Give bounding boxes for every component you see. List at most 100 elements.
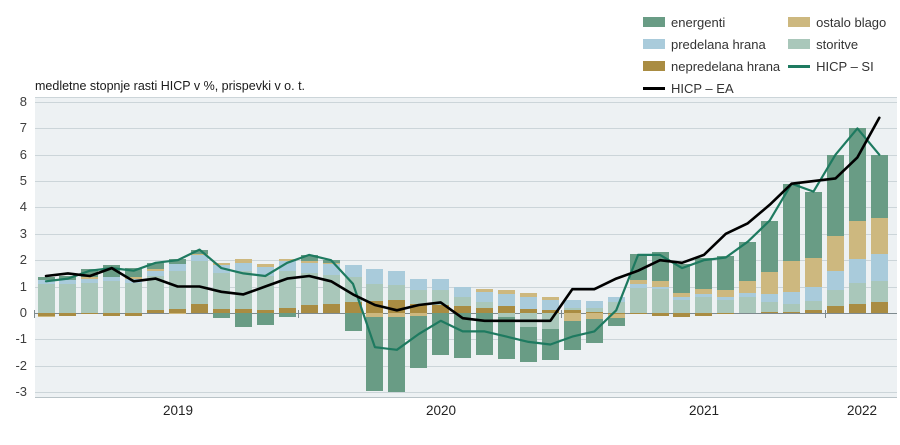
bar-segment-ostalo-blago xyxy=(586,312,603,320)
bar-segment-ostalo-blago xyxy=(695,289,712,295)
bar-segment-storitve xyxy=(432,290,449,305)
bar-segment-energenti xyxy=(520,327,537,362)
chart-legend: energenti predelana hrana nepredelana hran… xyxy=(643,11,886,99)
bar-segment-ostalo-blago xyxy=(169,312,186,315)
bar-segment-ostalo-blago xyxy=(783,261,800,292)
bar-segment-storitve xyxy=(235,270,252,309)
bar-segment-nepredelana-hrana xyxy=(542,310,559,313)
bar-segment-energenti xyxy=(673,264,690,294)
bar-segment-energenti xyxy=(103,265,120,278)
bar-segment-storitve xyxy=(783,303,800,312)
bar-segment-predelana-hrana xyxy=(257,266,274,276)
bar-segment-energenti xyxy=(871,154,888,218)
bar-segment-energenti xyxy=(279,312,296,317)
bar-segment-nepredelana-hrana xyxy=(125,312,142,316)
bar-segment-storitve xyxy=(366,283,383,302)
legend-item-hicp-ea: HICP – EA xyxy=(643,77,780,99)
bar-segment-storitve xyxy=(454,297,471,307)
gridline xyxy=(35,234,897,235)
gridline xyxy=(35,260,897,261)
bar-segment-storitve xyxy=(59,283,76,313)
bar-segment-ostalo-blago xyxy=(805,257,822,287)
bar-segment-ostalo-blago xyxy=(871,217,888,254)
bar-segment-storitve xyxy=(586,307,603,312)
bar-segment-energenti xyxy=(147,262,164,270)
axis-tick xyxy=(298,310,299,318)
gridline xyxy=(35,392,897,393)
bar-segment-energenti xyxy=(410,315,427,369)
bar-segment-energenti xyxy=(761,220,778,273)
legend-line-swatch xyxy=(788,64,811,68)
legend-label: HICP – SI xyxy=(816,58,874,74)
bar-segment-storitve xyxy=(739,297,756,313)
bar-segment-nepredelana-hrana xyxy=(257,310,274,313)
bar-segment-storitve xyxy=(564,307,581,311)
bar-segment-ostalo-blago xyxy=(81,277,98,279)
bar-segment-energenti xyxy=(345,312,362,332)
bar-segment-nepredelana-hrana xyxy=(432,304,449,313)
bar-segment-predelana-hrana xyxy=(454,286,471,298)
bar-segment-nepredelana-hrana xyxy=(783,311,800,313)
bar-segment-energenti xyxy=(454,312,471,358)
bar-segment-predelana-hrana xyxy=(542,299,559,311)
bar-segment-storitve xyxy=(476,302,493,308)
bar-segment-nepredelana-hrana xyxy=(323,303,340,313)
bar-segment-predelana-hrana xyxy=(213,265,230,274)
bar-segment-nepredelana-hrana xyxy=(366,301,383,313)
legend-item-storitve: storitve xyxy=(788,33,886,55)
bar-segment-storitve xyxy=(761,302,778,312)
bar-segment-storitve xyxy=(871,281,888,303)
bar-segment-ostalo-blago xyxy=(147,269,164,271)
bar-segment-nepredelana-hrana xyxy=(235,308,252,313)
bar-segment-nepredelana-hrana xyxy=(169,308,186,313)
bar-segment-nepredelana-hrana xyxy=(673,312,690,317)
bar-segment-energenti xyxy=(805,191,822,258)
bar-segment-predelana-hrana xyxy=(81,278,98,283)
bar-segment-energenti xyxy=(783,183,800,262)
axis-tick xyxy=(561,310,562,318)
bar-segment-energenti xyxy=(564,320,581,350)
bar-segment-predelana-hrana xyxy=(191,254,208,262)
bar-segment-nepredelana-hrana xyxy=(279,307,296,313)
bar-segment-predelana-hrana xyxy=(410,278,427,291)
bar-segment-energenti xyxy=(695,257,712,290)
bar-segment-ostalo-blago xyxy=(213,262,230,266)
bar-segment-nepredelana-hrana xyxy=(827,306,844,313)
bar-segment-nepredelana-hrana xyxy=(608,312,625,315)
bar-segment-predelana-hrana xyxy=(59,279,76,284)
bar-segment-ostalo-blago xyxy=(827,236,844,271)
bar-segment-ostalo-blago xyxy=(498,290,515,295)
bar-segment-nepredelana-hrana xyxy=(586,311,603,313)
bar-segment-predelana-hrana xyxy=(520,297,537,309)
gridline xyxy=(35,102,897,103)
bar-segment-ostalo-blago xyxy=(542,297,559,300)
bar-segment-nepredelana-hrana xyxy=(805,310,822,313)
bar-segment-energenti xyxy=(38,277,55,280)
bar-segment-predelana-hrana xyxy=(235,262,252,271)
bar-segment-predelana-hrana xyxy=(608,297,625,303)
y-axis-tick-label: -2 xyxy=(15,358,27,373)
gridline xyxy=(35,155,897,156)
legend-color-swatch xyxy=(643,61,665,71)
bar-segment-predelana-hrana xyxy=(630,283,647,288)
bar-segment-energenti xyxy=(191,249,208,254)
bar-segment-energenti xyxy=(213,312,230,319)
bar-segment-energenti xyxy=(476,312,493,356)
y-axis-tick-label: 4 xyxy=(19,199,27,214)
bar-segment-energenti xyxy=(739,241,756,282)
bar-segment-ostalo-blago xyxy=(388,312,405,317)
bar-segment-storitve xyxy=(125,282,142,313)
axis-tick xyxy=(825,310,826,318)
bar-segment-storitve xyxy=(38,283,55,313)
bar-segment-energenti xyxy=(608,318,625,327)
legend-item-hicp-si: HICP – SI xyxy=(788,55,886,77)
legend-label: ostalo blago xyxy=(816,14,887,30)
bar-segment-predelana-hrana xyxy=(301,262,318,274)
bar-segment-predelana-hrana xyxy=(695,294,712,298)
bar-segment-predelana-hrana xyxy=(103,277,120,282)
legend-label: predelana hrana xyxy=(671,36,766,52)
legend-line-swatch xyxy=(643,86,665,90)
bar-segment-storitve xyxy=(498,312,515,317)
bar-segment-storitve xyxy=(849,282,866,304)
